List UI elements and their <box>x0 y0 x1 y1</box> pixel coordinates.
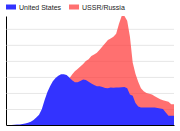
legend-label: United States <box>19 4 62 11</box>
y-axis-line <box>6 17 7 126</box>
plot <box>6 16 175 126</box>
area <box>6 16 174 125</box>
marks <box>6 16 174 125</box>
legend-label: USSR/Russia <box>82 4 125 11</box>
chart: United States USSR/Russia <box>0 0 180 131</box>
x-axis-line <box>7 125 175 126</box>
grid-line <box>6 125 174 126</box>
area <box>6 74 174 125</box>
x-axis <box>7 125 175 126</box>
legend-swatch <box>6 5 16 10</box>
y-tick <box>6 125 174 126</box>
grid-line <box>6 29 174 30</box>
legend-item: United States <box>6 4 62 11</box>
grid-line <box>6 45 174 46</box>
y-axis <box>6 17 174 126</box>
legend-swatch <box>69 5 79 10</box>
legend: United States USSR/Russia <box>6 4 125 11</box>
y-tick <box>6 45 174 46</box>
y-tick <box>6 29 174 30</box>
legend-item: USSR/Russia <box>69 4 125 11</box>
